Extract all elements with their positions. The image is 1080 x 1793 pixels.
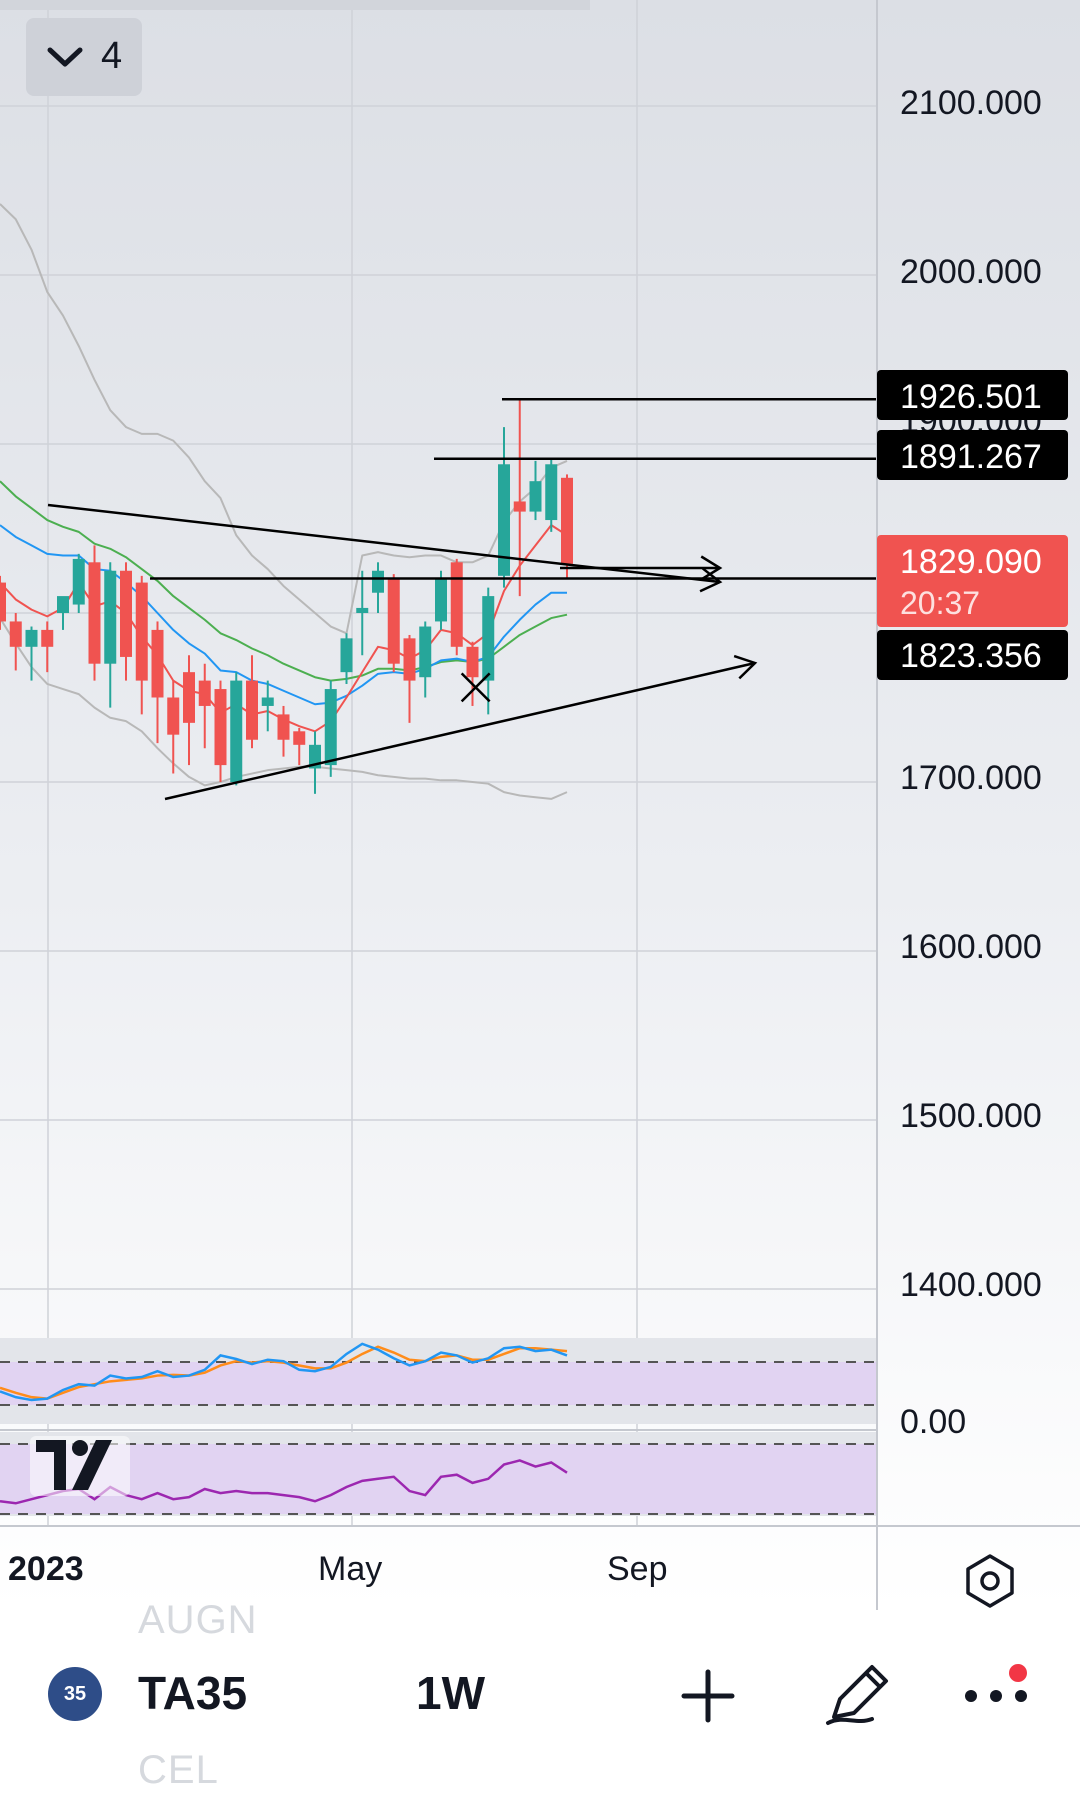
rsi-line <box>0 1459 568 1505</box>
price-label-bg <box>877 370 1068 420</box>
oscillator-panes <box>0 1338 877 1516</box>
candle-body <box>214 689 227 766</box>
candle-body <box>135 582 148 681</box>
trendline-upper-head <box>699 567 723 593</box>
symbol-badge[interactable]: 35 <box>48 1667 102 1721</box>
drawing-tools-button[interactable] <box>818 1655 898 1735</box>
candle-body <box>261 697 274 706</box>
candle-body <box>246 680 258 740</box>
trendline-lower <box>164 661 756 801</box>
candle-body <box>513 501 526 512</box>
candle-body <box>0 582 6 622</box>
candle-body <box>340 638 353 673</box>
candle-body <box>403 638 416 681</box>
candle-body <box>230 680 243 782</box>
candle-body <box>9 621 22 647</box>
more-button[interactable] <box>960 1660 1032 1732</box>
candle-body <box>120 570 132 657</box>
candle-series <box>0 399 573 794</box>
bottom-toolbar <box>0 1610 1080 1775</box>
interval-selector[interactable]: 1W <box>416 1667 485 1719</box>
hexagon-settings-icon[interactable] <box>966 1554 1014 1608</box>
trendline-lower-head <box>733 654 758 680</box>
candle-body <box>450 562 463 647</box>
candle-body <box>25 629 38 647</box>
tradingview-logo <box>30 1436 130 1496</box>
price-label-1891: 1891.267 <box>900 438 1042 476</box>
candle-body <box>104 570 117 664</box>
price-tick: 1500.000 <box>900 1097 1042 1135</box>
candle-body <box>466 646 479 678</box>
candle-body <box>435 579 447 622</box>
candle-body <box>561 477 573 564</box>
price-label-bg <box>877 630 1068 680</box>
cross-marker <box>460 672 491 703</box>
price-label-1823: 1823.356 <box>900 637 1042 675</box>
price-tick: 2100.000 <box>900 84 1042 122</box>
candle-body <box>545 464 558 521</box>
candle-body <box>482 596 495 681</box>
upper-band-line <box>0 203 568 635</box>
candle-body <box>88 562 101 664</box>
candle-body <box>529 481 542 512</box>
candle-body <box>498 464 510 576</box>
time-label: Sep <box>607 1550 668 1588</box>
candle-body <box>372 570 384 593</box>
last-price-label-bg <box>877 535 1068 627</box>
price-tick: 1400.000 <box>900 1266 1042 1304</box>
candle-body <box>356 607 369 613</box>
ghost-text: AUGN <box>138 1598 258 1642</box>
candle-body <box>419 626 432 678</box>
trendline-flat-head <box>700 555 723 581</box>
candle-body <box>167 697 180 735</box>
ghost-text: CEL <box>138 1748 219 1792</box>
stoch-k-line <box>0 1342 568 1402</box>
stoch-band <box>0 1362 877 1405</box>
price-tick: 2000.000 <box>900 253 1042 291</box>
candle-body <box>57 596 69 613</box>
candle-body <box>387 579 400 664</box>
more-dots-icon <box>965 1690 1027 1702</box>
bar-countdown: 20:37 <box>900 585 980 621</box>
time-label: May <box>318 1550 382 1588</box>
oscillator-tick: 0.00 <box>900 1403 966 1441</box>
time-label-year: 2023 <box>8 1550 84 1588</box>
candle-body <box>41 629 54 647</box>
price-tick: 1600.000 <box>900 928 1042 966</box>
candle-body <box>293 731 306 745</box>
notification-dot <box>1009 1664 1027 1682</box>
price-tick: 1700.000 <box>900 759 1042 797</box>
candle-body <box>72 558 85 605</box>
plus-icon <box>681 1669 735 1723</box>
drawing-tools[interactable] <box>47 397 877 801</box>
lower-band-line <box>0 617 568 800</box>
candle-body <box>277 714 290 740</box>
pen-icon <box>826 1665 888 1725</box>
add-button[interactable] <box>672 1660 744 1732</box>
candle-body <box>324 689 337 766</box>
legend-toggle[interactable] <box>26 18 142 96</box>
legend-strip <box>0 0 590 10</box>
candle-body <box>183 672 195 723</box>
chevron-down-icon <box>47 47 83 67</box>
symbol-name[interactable]: TA35 <box>138 1667 248 1719</box>
price-label-1926: 1926.501 <box>900 378 1042 416</box>
grid <box>0 0 877 1526</box>
price-label-bg <box>877 430 1068 480</box>
chart-canvas[interactable]: 4 2100.000 2000.000 1700.000 1600.000 15… <box>0 0 1080 1610</box>
candle-body <box>151 629 164 698</box>
legend-indicator-count: 4 <box>101 35 122 77</box>
candle-body <box>198 680 211 706</box>
last-price-label: 1829.090 <box>900 543 1042 581</box>
